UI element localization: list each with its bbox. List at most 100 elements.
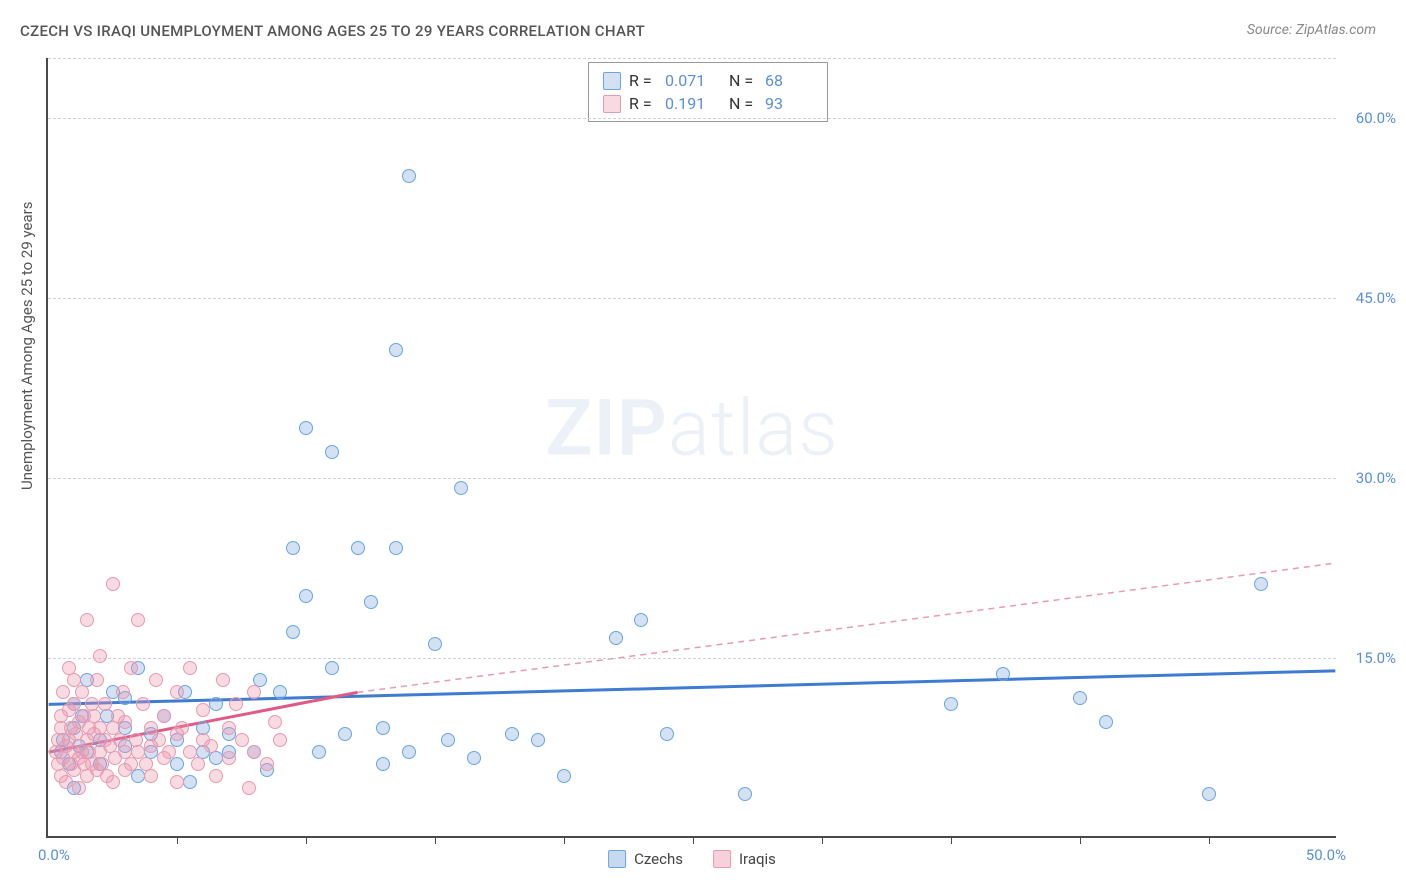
- stat-legend-box: R =0.071N =68R =0.191N =93: [588, 62, 828, 122]
- data-point: [183, 661, 197, 675]
- x-tick: [1080, 836, 1081, 844]
- x-tick: [693, 836, 694, 844]
- stat-row: R =0.071N =68: [603, 69, 813, 92]
- data-point: [505, 727, 519, 741]
- x-tick: [435, 836, 436, 844]
- data-point: [67, 697, 81, 711]
- data-point: [222, 721, 236, 735]
- data-point: [222, 751, 236, 765]
- data-point: [268, 715, 282, 729]
- data-point: [59, 775, 73, 789]
- data-point: [273, 733, 287, 747]
- data-point: [260, 757, 274, 771]
- stat-r-value: 0.191: [665, 94, 713, 113]
- data-point: [124, 757, 138, 771]
- data-point: [299, 421, 313, 435]
- data-point: [402, 745, 416, 759]
- legend-label: Iraqis: [739, 850, 776, 868]
- stat-n-label: N =: [729, 94, 757, 113]
- data-point: [286, 541, 300, 555]
- legend-label: Czechs: [634, 850, 683, 868]
- data-point: [996, 667, 1010, 681]
- data-point: [1099, 715, 1113, 729]
- y-tick-label: 30.0%: [1356, 469, 1396, 487]
- data-point: [235, 733, 249, 747]
- data-point: [72, 781, 86, 795]
- data-point: [389, 541, 403, 555]
- plot-area: ZIPatlas R =0.071N =68R =0.191N =93 Czec…: [46, 58, 1336, 838]
- data-point: [944, 697, 958, 711]
- data-point: [209, 697, 223, 711]
- stat-r-label: R =: [629, 94, 657, 113]
- data-point: [204, 739, 218, 753]
- data-point: [75, 685, 89, 699]
- data-point: [1073, 691, 1087, 705]
- data-point: [152, 733, 166, 747]
- x-tick-label-max: 50.0%: [1306, 846, 1346, 864]
- stat-n-value: 93: [765, 94, 813, 113]
- data-point: [216, 673, 230, 687]
- data-point: [299, 589, 313, 603]
- data-point: [106, 577, 120, 591]
- y-tick-label: 45.0%: [1356, 289, 1396, 307]
- data-point: [162, 745, 176, 759]
- data-point: [170, 757, 184, 771]
- legend-swatch: [603, 72, 621, 90]
- stat-r-label: R =: [629, 71, 657, 90]
- x-tick: [177, 836, 178, 844]
- data-point: [1254, 577, 1268, 591]
- data-point: [738, 787, 752, 801]
- data-point: [557, 769, 571, 783]
- data-point: [80, 613, 94, 627]
- legend-item: Czechs: [608, 850, 683, 868]
- gridline: [48, 58, 1336, 59]
- chart-container: CZECH VS IRAQI UNEMPLOYMENT AMONG AGES 2…: [0, 0, 1406, 892]
- data-point: [170, 685, 184, 699]
- data-point: [1202, 787, 1216, 801]
- x-tick: [951, 836, 952, 844]
- y-tick-label: 60.0%: [1356, 109, 1396, 127]
- data-point: [389, 343, 403, 357]
- x-tick: [1209, 836, 1210, 844]
- data-point: [170, 775, 184, 789]
- data-point: [157, 709, 171, 723]
- data-point: [402, 169, 416, 183]
- data-point: [229, 697, 243, 711]
- data-point: [209, 769, 223, 783]
- data-point: [312, 745, 326, 759]
- data-point: [376, 757, 390, 771]
- data-point: [175, 721, 189, 735]
- x-tick-label-min: 0.0%: [38, 846, 70, 864]
- stat-row: R = 0.191 N = 93: [603, 92, 813, 115]
- gridline: [48, 478, 1336, 479]
- data-point: [183, 775, 197, 789]
- data-point: [209, 751, 223, 765]
- watermark: ZIPatlas: [545, 383, 838, 474]
- data-point: [364, 595, 378, 609]
- data-point: [196, 703, 210, 717]
- data-point: [131, 613, 145, 627]
- legend-swatch: [608, 850, 626, 868]
- data-point: [242, 781, 256, 795]
- data-point: [136, 697, 150, 711]
- gridline: [48, 298, 1336, 299]
- source-attribution: Source: ZipAtlas.com: [1247, 22, 1376, 38]
- data-point: [634, 613, 648, 627]
- data-point: [118, 715, 132, 729]
- y-axis-label: Unemployment Among Ages 25 to 29 years: [18, 202, 36, 490]
- data-point: [56, 685, 70, 699]
- data-point: [338, 727, 352, 741]
- data-point: [98, 697, 112, 711]
- legend-swatch: [603, 95, 621, 113]
- data-point: [467, 751, 481, 765]
- data-point: [531, 733, 545, 747]
- legend-item: Iraqis: [713, 850, 776, 868]
- data-point: [116, 685, 130, 699]
- gridline: [48, 658, 1336, 659]
- data-point: [273, 685, 287, 699]
- data-point: [106, 775, 120, 789]
- x-tick: [822, 836, 823, 844]
- chart-title: CZECH VS IRAQI UNEMPLOYMENT AMONG AGES 2…: [20, 22, 645, 40]
- data-point: [124, 661, 138, 675]
- data-point: [376, 721, 390, 735]
